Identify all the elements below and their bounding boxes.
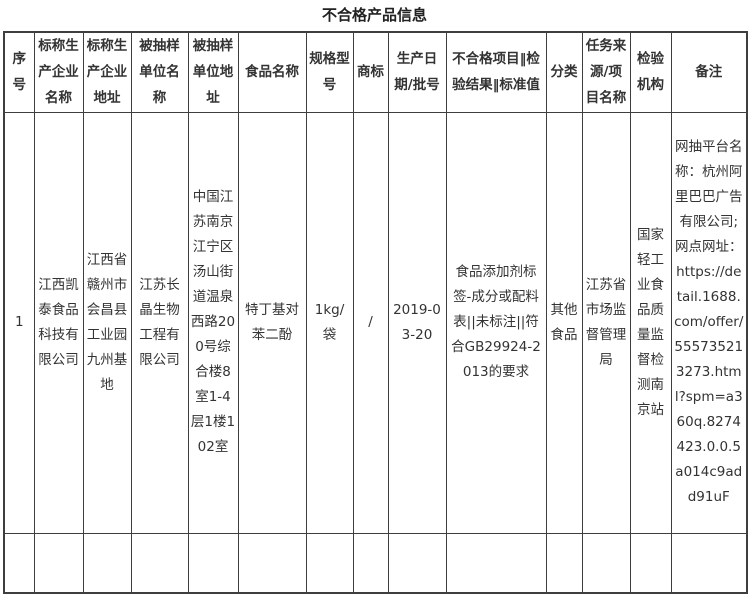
header-cell-trademark: 商标: [352, 31, 389, 113]
table-row-partial: [3, 532, 748, 594]
header-cell-production-date: 生产日期/批号: [387, 31, 447, 113]
page-title: 不合格产品信息: [321, 6, 427, 24]
header-cell-failed-item-result-standard: 不合格项目‖检验结果‖标准值: [445, 31, 547, 113]
header-cell-producer-name: 标称生产企业名称: [33, 31, 84, 113]
header-cell-serial: 序号: [3, 31, 35, 113]
cell-sampled-unit-name: 江苏长晶生物工程有限公司: [130, 111, 189, 534]
cell-food-name: 特丁基对苯二酚: [237, 111, 307, 534]
cell-spec-model: 1kg/袋: [305, 111, 354, 534]
header-cell-producer-address: 标称生产企业地址: [82, 31, 132, 113]
cell-remarks: 网抽平台名称：杭州阿里巴巴广告有限公司; 网点网址：https://detail…: [670, 111, 748, 534]
header-cell-inspection-agency: 检验机构: [629, 31, 672, 113]
empty-cell: [33, 532, 84, 594]
empty-cell: [581, 532, 631, 594]
empty-cell: [82, 532, 132, 594]
table-body: 1 江西凯泰食品科技有限公司 江西省赣州市会昌县工业园九州基地 江苏长晶生物工程…: [3, 111, 748, 594]
header-cell-food-name: 食品名称: [237, 31, 307, 113]
empty-cell: [670, 532, 748, 594]
table-row: 1 江西凯泰食品科技有限公司 江西省赣州市会昌县工业园九州基地 江苏长晶生物工程…: [3, 111, 748, 534]
header-cell-sampled-unit-address: 被抽样单位地址: [187, 31, 239, 113]
cell-inspection-agency: 国家轻工业食品质量监督检测南京站: [629, 111, 672, 534]
cell-category: 其他食品: [545, 111, 583, 534]
empty-cell: [237, 532, 307, 594]
empty-cell: [629, 532, 672, 594]
cell-producer-address: 江西省赣州市会昌县工业园九州基地: [82, 111, 132, 534]
cell-task-source: 江苏省市场监督管理局: [581, 111, 631, 534]
empty-cell: [130, 532, 189, 594]
nonconforming-products-table: 序号 标称生产企业名称 标称生产企业地址 被抽样单位名称 被抽样单位地址 食品名…: [3, 31, 748, 594]
cell-production-date: 2019-03-20: [387, 111, 447, 534]
empty-cell: [445, 532, 547, 594]
header-cell-sampled-unit-name: 被抽样单位名称: [130, 31, 189, 113]
empty-cell: [187, 532, 239, 594]
header-cell-remarks: 备注: [670, 31, 748, 113]
header-cell-task-source: 任务来源/项目名称: [581, 31, 631, 113]
table-header: 序号 标称生产企业名称 标称生产企业地址 被抽样单位名称 被抽样单位地址 食品名…: [3, 31, 748, 113]
header-cell-spec-model: 规格型号: [305, 31, 354, 113]
cell-failed-item-result-standard: 食品添加剂标签-成分或配料表||未标注||符合GB29924-2013的要求: [445, 111, 547, 534]
cell-serial: 1: [3, 111, 35, 534]
empty-cell: [305, 532, 354, 594]
cell-sampled-unit-address: 中国江苏南京江宁区汤山街道温泉西路200号综合楼8室1-4层1楼102室: [187, 111, 239, 534]
cell-producer-name: 江西凯泰食品科技有限公司: [33, 111, 84, 534]
header-row: 序号 标称生产企业名称 标称生产企业地址 被抽样单位名称 被抽样单位地址 食品名…: [3, 31, 748, 113]
empty-cell: [352, 532, 389, 594]
header-cell-category: 分类: [545, 31, 583, 113]
empty-cell: [3, 532, 35, 594]
cell-trademark: /: [352, 111, 389, 534]
empty-cell: [387, 532, 447, 594]
empty-cell: [545, 532, 583, 594]
